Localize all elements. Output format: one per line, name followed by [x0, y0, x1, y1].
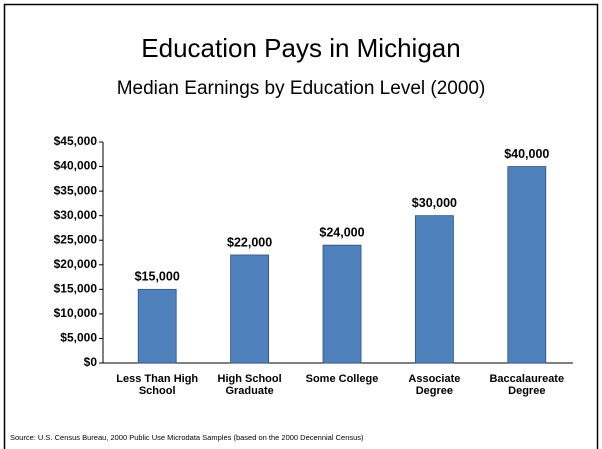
slide-frame [3, 3, 599, 449]
bar [322, 244, 362, 364]
y-tick-label: $25,000 [54, 232, 98, 246]
x-tick-label: Some College [305, 373, 379, 385]
value-label: $30,000 [412, 196, 457, 210]
y-tick-label: $40,000 [54, 159, 98, 173]
y-tick-label: $45,000 [54, 134, 98, 148]
value-label: $24,000 [319, 225, 364, 239]
bar [137, 288, 177, 364]
y-tick-label: $20,000 [54, 257, 98, 271]
chart-title: Education Pays in Michigan [141, 33, 460, 63]
y-tick-label: $0 [84, 355, 98, 369]
bar [414, 215, 454, 364]
value-label: $22,000 [227, 235, 272, 249]
y-tick-label: $10,000 [54, 306, 98, 320]
value-label: $15,000 [135, 270, 180, 284]
x-tick-label: High School Graduate [217, 373, 282, 397]
y-tick-label: $5,000 [60, 331, 97, 345]
x-tick-label: Less Than High School [116, 373, 199, 397]
x-tick-label: Baccalaureate Degree [489, 373, 565, 397]
y-tick-label: $35,000 [54, 183, 98, 197]
value-label: $40,000 [504, 147, 549, 161]
bar [230, 254, 270, 364]
y-tick-label: $15,000 [54, 282, 98, 296]
source-note: Source: U.S. Census Bureau, 2000 Public … [10, 433, 364, 442]
x-tick-label: Associate Degree [408, 373, 461, 397]
chart-subtitle: Median Earnings by Education Level (2000… [117, 78, 486, 99]
bar [507, 166, 547, 364]
y-tick-label: $30,000 [54, 208, 98, 222]
